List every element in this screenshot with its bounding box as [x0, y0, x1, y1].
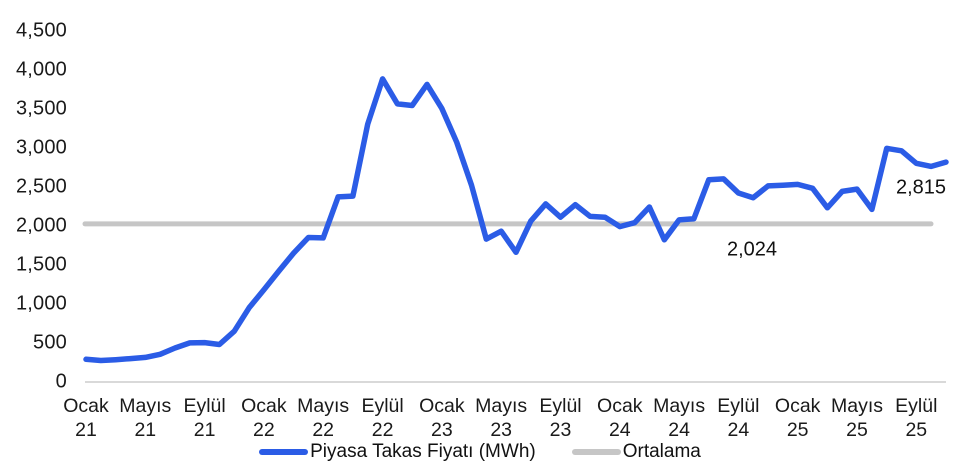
price-line-swatch-icon [259, 449, 309, 455]
y-axis-tick-label: 3,500 [15, 97, 67, 120]
x-axis-tick-label: Ocak 25 [774, 395, 821, 441]
y-axis-tick-label: 1,000 [15, 292, 67, 315]
average-line-swatch-icon [571, 449, 621, 455]
legend: Piyasa Takas Fiyatı (MWh) Ortalama [0, 441, 960, 463]
average-value-annotation: 2,024 [726, 238, 778, 261]
x-axis-tick-label: Ocak 21 [63, 395, 109, 441]
x-axis-tick-label: Ocak 22 [241, 395, 287, 441]
legend-item-average: Ortalama [571, 441, 701, 463]
y-axis-tick-label: 0 [55, 370, 67, 393]
y-axis-tick-label: 4,000 [15, 58, 67, 81]
x-axis-tick-label: Mayıs 25 [830, 395, 883, 441]
x-axis-tick-label: Mayıs 24 [653, 395, 706, 441]
x-axis-tick-label: Eylül 24 [717, 395, 760, 441]
x-axis-tick-label: Eylül 25 [895, 395, 938, 441]
legend-label-average: Ortalama [622, 441, 701, 462]
x-axis-tick-label: Mayıs 21 [119, 395, 172, 441]
price-line-series [83, 76, 949, 364]
x-axis-tick-label: Eylül 23 [539, 395, 582, 441]
legend-label-price: Piyasa Takas Fiyatı (MWh) [310, 441, 536, 462]
x-axis-tick-label: Mayıs 22 [297, 395, 350, 441]
y-axis-tick-label: 1,500 [15, 253, 67, 276]
y-axis-tick-label: 2,000 [15, 214, 67, 237]
y-axis-tick-label: 3,000 [15, 136, 67, 159]
legend-item-price: Piyasa Takas Fiyatı (MWh) [259, 441, 536, 463]
x-axis-tick-label: Ocak 23 [419, 395, 465, 441]
last-value-annotation: 2,815 [895, 176, 947, 199]
y-axis-tick-label: 500 [33, 331, 67, 354]
x-axis-tick-label: Eylül 22 [361, 395, 404, 441]
x-axis-tick-label: Ocak 24 [597, 395, 643, 441]
x-axis-tick-label: Eylül 21 [183, 395, 226, 441]
x-axis-tick-label: Mayıs 23 [475, 395, 528, 441]
y-axis-tick-label: 2,500 [15, 175, 67, 198]
y-axis-tick-label: 4,500 [15, 19, 67, 41]
